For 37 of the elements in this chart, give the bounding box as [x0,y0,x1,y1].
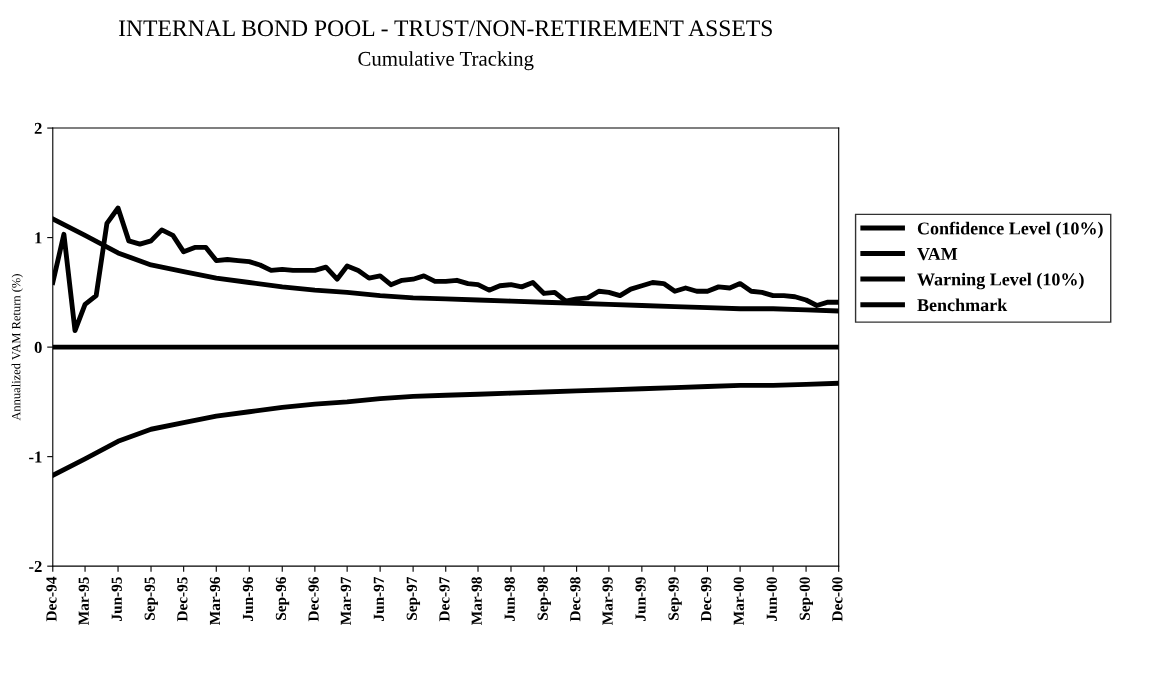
legend-label: Confidence Level (10%) [917,221,1103,239]
x-tick-label: Sep-96 [275,577,290,620]
y-tick-label: -1 [29,451,42,463]
x-tick-label: Jun-97 [373,576,384,621]
x-tick-label: Mar-97 [340,576,351,625]
x-tick-label: Dec-96 [308,577,319,622]
x-tick-label: Sep-00 [799,577,813,620]
x-tick-label: Mar-95 [78,577,89,625]
legend-label: Benchmark [917,298,1008,312]
y-tick-label: 1 [35,232,42,244]
legend-label: VAM [917,247,958,261]
y-axis-title: Annualized VAM Return (%) [11,274,23,421]
y-tick-label: 2 [34,122,42,134]
x-tick-label: Sep-95 [144,577,158,620]
x-tick-label: Dec-98 [570,577,581,622]
x-tick-label: Dec-00 [832,577,843,622]
x-tick-label: Jun-00 [766,577,777,621]
y-tick-label: 0 [34,341,42,354]
x-tick-label: Dec-94 [46,576,57,622]
chart-subtitle: Cumulative Tracking [358,51,534,71]
x-tick-label: Jun-95 [111,577,122,621]
x-tick-label: Dec-99 [701,577,712,622]
x-tick-label: Jun-99 [635,577,646,621]
x-tick-label: Sep-97 [406,576,421,620]
y-tick-label: -2 [29,560,42,572]
x-tick-label: Mar-99 [602,577,613,625]
x-tick-label: Sep-98 [537,577,551,620]
x-tick-label: Sep-99 [668,577,682,620]
legend-label: Warning Level (10%) [917,272,1084,290]
x-tick-label: Mar-96 [209,577,221,625]
x-tick-label: Jun-98 [504,577,515,621]
x-tick-label: Mar-00 [733,577,744,625]
x-tick-label: Jun-96 [242,577,254,621]
x-tick-label: Dec-95 [177,577,188,622]
chart-title: INTERNAL BOND POOL - TRUST/NON-RETIREMENT ASSETS [118,20,772,37]
x-tick-label: Mar-98 [471,577,482,625]
x-tick-label: Dec-97 [439,576,450,622]
